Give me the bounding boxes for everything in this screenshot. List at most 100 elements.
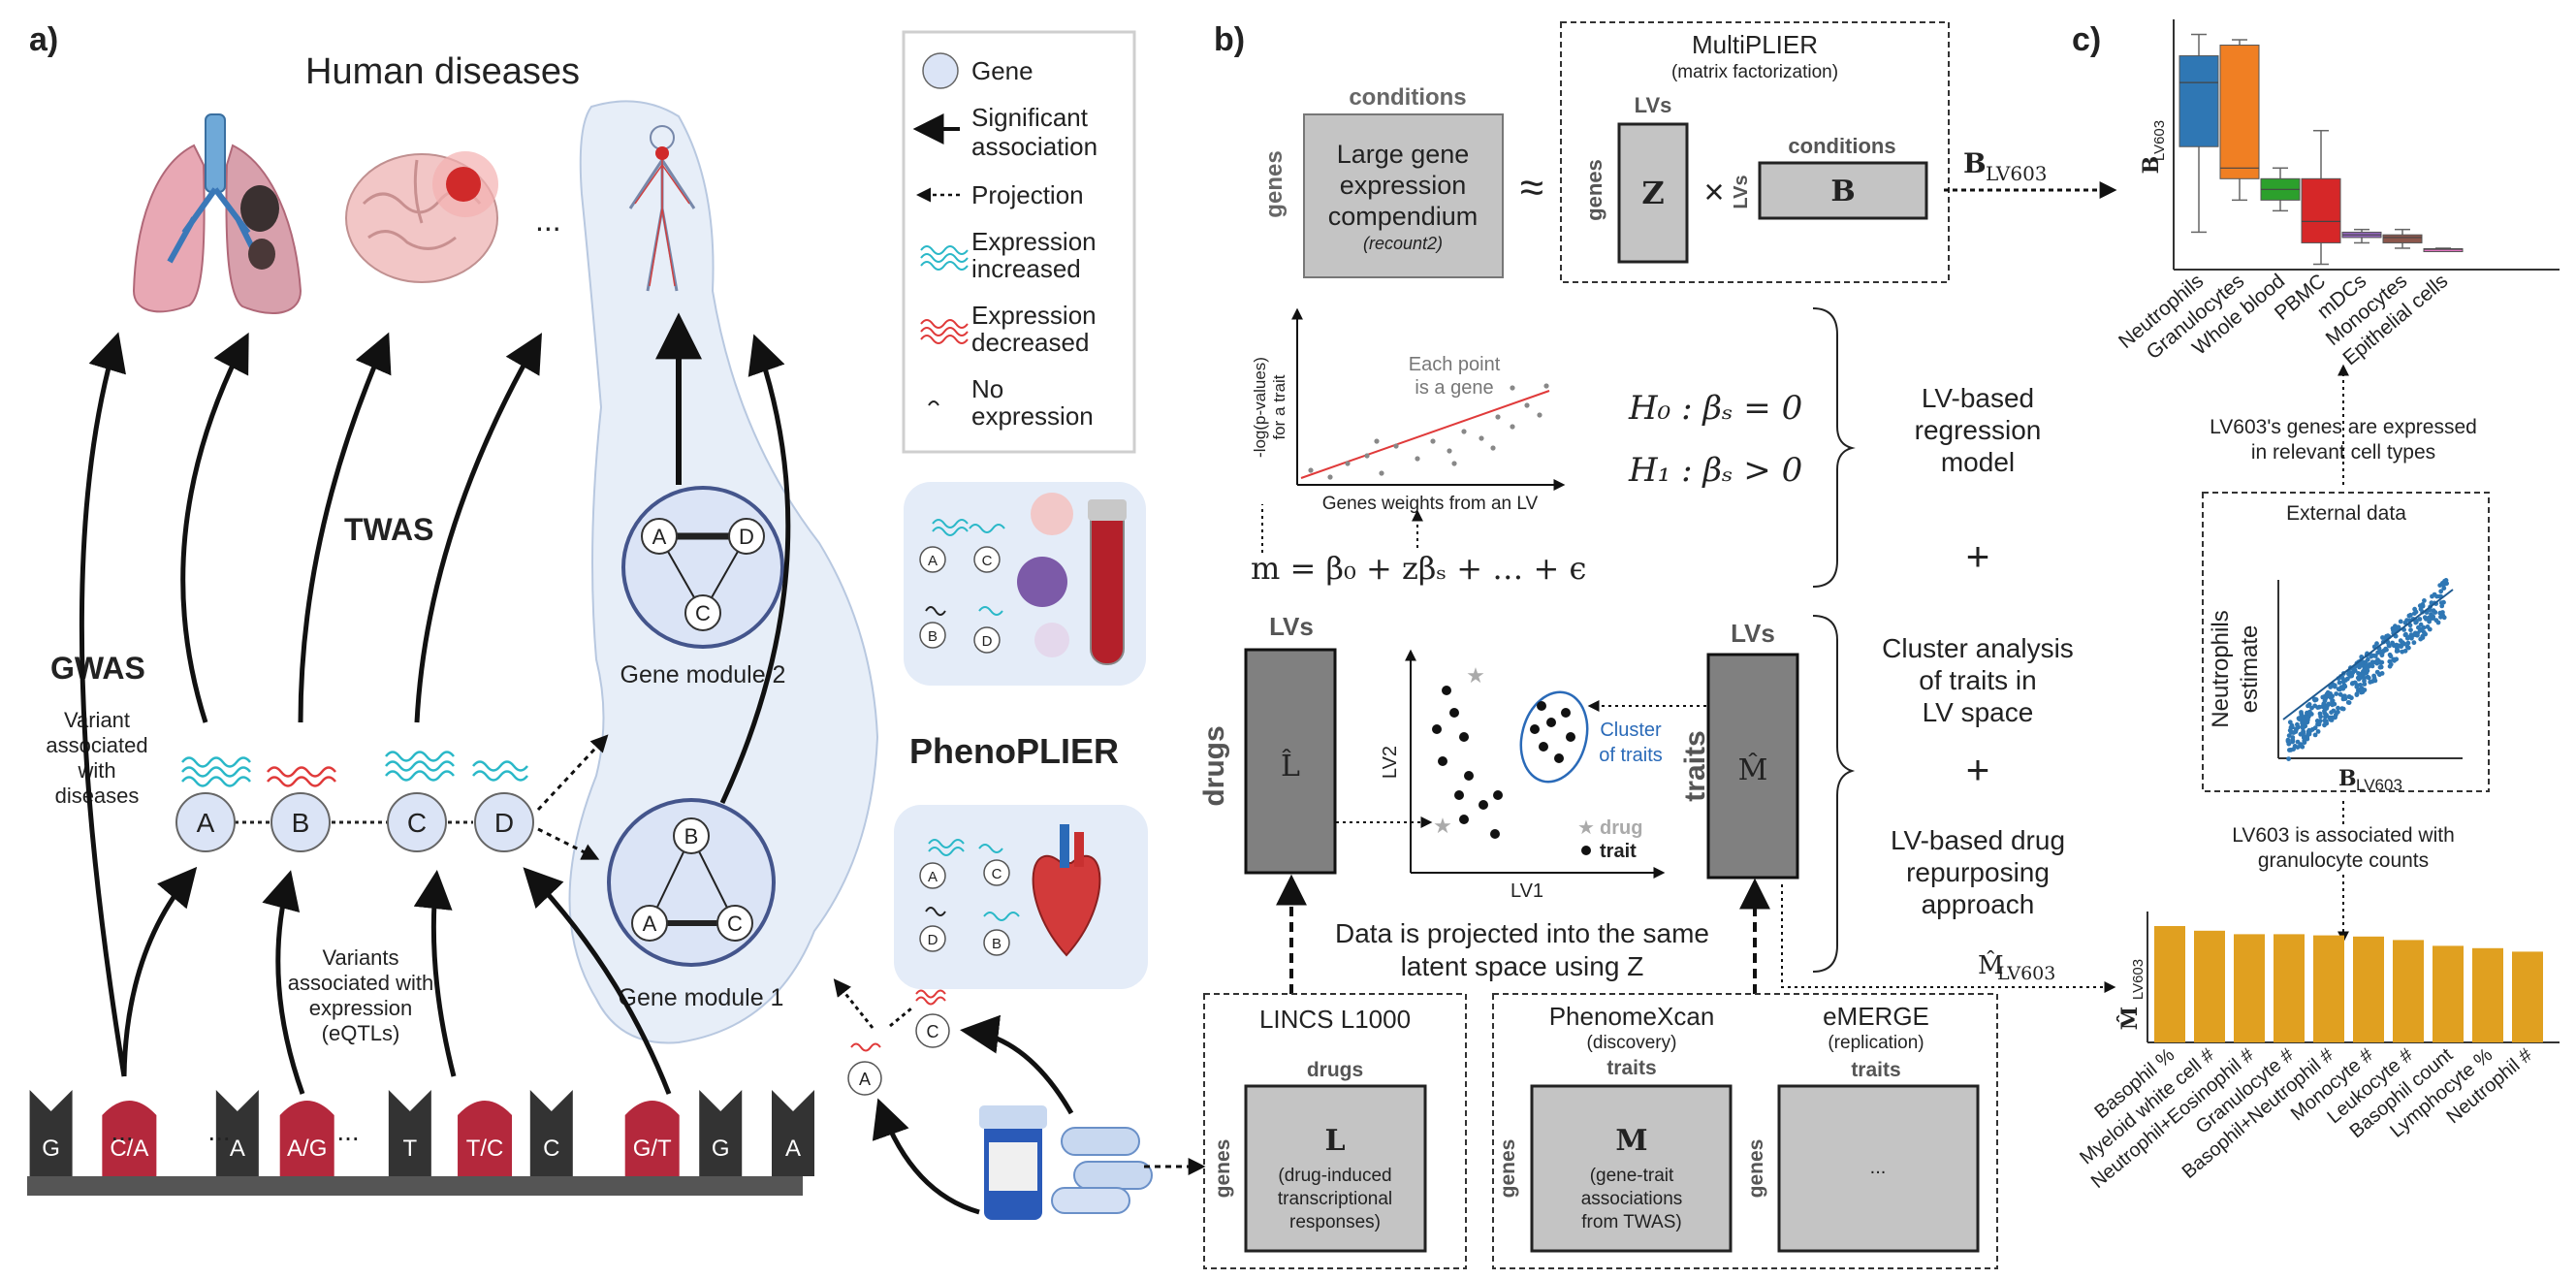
phenomexcan-desc: associations [1581,1189,1683,1209]
z-letter: Z [1641,175,1664,211]
lincs-cols: drugs [1307,1059,1363,1081]
panel-a: a) Human diseases ... [27,21,1206,1220]
gene-row: A B C D [175,734,609,860]
genome-block [772,1090,814,1176]
module1-gene: B [684,824,699,848]
scatter-point [2396,624,2401,630]
lungs-illustration [132,113,302,314]
scatter-point [2352,668,2358,673]
scatter-point [2394,656,2400,662]
mhat-matrix [1706,653,1799,880]
compendium-genes-label: genes [1261,150,1288,217]
panel-label-a: a) [29,21,58,58]
genome-ellipsis: ... [207,1116,230,1146]
regression-note: Each point [1409,354,1501,375]
scatter-point [2413,620,2419,625]
variants-eqtl-text: associated with [288,971,433,995]
regression-brace [1812,307,1856,588]
variants-eqtl-text: Variants [322,945,398,970]
boxplot-ylabel: B [2139,156,2164,175]
b-lvs-label: LVs [1731,175,1752,208]
module2-gene: D [739,525,754,549]
scatter-point [2356,671,2361,676]
emerge-dots: ... [1870,1157,1887,1178]
module2-gene: C [695,601,711,625]
trait-point [1442,686,1451,695]
emerge-cols: traits [1851,1059,1900,1081]
scatter-point [2329,710,2335,715]
expressed-text: in relevant cell types [2251,441,2435,464]
genome-block [529,1090,573,1176]
regression-plot: Each point is a gene -log(p-values) for … [1251,307,1566,514]
scatter-point [2437,610,2443,616]
scatter-point [2305,710,2309,716]
scatter-point [2411,640,2417,646]
genome-label: C/A [110,1136,148,1162]
trait-point [1530,724,1540,734]
phenomexcan-rows: genes [1497,1139,1519,1199]
phenomexcan-desc: (gene-trait [1590,1166,1674,1186]
emerge-sub: (replication) [1828,1033,1924,1053]
scatter-point [2342,693,2347,699]
methods-brace [1812,615,1856,973]
scatter-point [2295,739,2301,745]
trait-point [1454,790,1464,800]
scatter-point [2336,709,2340,715]
genome-block [458,1101,513,1176]
multiplier-sub: (matrix factorization) [1671,62,1838,82]
regression-point [1461,429,1467,434]
lhat-matrix [1244,648,1337,875]
gene-module-1: B A C Gene module 1 [607,798,783,1011]
wave-red-icon [920,319,969,344]
lv-regression-text: model [1941,447,2015,477]
regression-equation: m = β₀ + zβₛ + … + ϵ [1251,550,1586,587]
phenomexcan-desc: from TWAS) [1581,1212,1681,1232]
panel-label-b: b) [1214,21,1245,58]
scatter-point [2285,737,2291,743]
mhat-lv603-sub: LV603 [1997,963,2055,984]
scatter-point [2361,672,2367,677]
scatter-point [2432,592,2437,597]
gene-circle-icon [922,52,959,89]
scatter-point [2384,647,2389,653]
scatter-point [2441,615,2447,621]
projection-text: latent space using Z [1401,951,1644,981]
variants-eqtl-text: (eQTLs) [322,1021,400,1045]
genome-block [102,1101,157,1176]
variant-associated-text: associated [46,733,147,757]
scatter-point [2417,617,2423,622]
times-sign: × [1703,172,1724,211]
drug-gene: C [927,1022,939,1041]
bar [2234,934,2265,1042]
scatter-point [2339,675,2345,681]
scatter-point [2352,680,2358,686]
phenomexcan-matrix [1530,1084,1733,1253]
gene-label: C [407,808,427,838]
genome-label: G/T [633,1136,672,1162]
scatter-point [2402,620,2408,625]
wave-cyan-icon [920,245,969,271]
scatter-point [2345,676,2350,682]
variants-eqtl-text: expression [309,996,412,1020]
scatter-point [2300,731,2306,736]
trait-point [1537,701,1546,711]
regression-point [1510,424,1515,430]
scatter-point [2286,741,2292,747]
bar [2274,934,2305,1042]
b-conditions-label: conditions [1788,134,1895,158]
drugs-label: drugs [1198,725,1230,806]
z-lvs-label: LVs [1635,93,1672,117]
brain-illustration [345,151,498,283]
genome-strip: G C/A...A A/G...T T/C C...G/T G A [27,1090,814,1196]
phenomexcan-title: PhenomeXcan [1549,1002,1715,1031]
genome-label: A [785,1136,801,1162]
scatter-point [2366,675,2371,681]
scatter-point [2301,719,2306,724]
scatter-point [2441,586,2447,591]
scatter-point [2417,603,2423,609]
scatter-point [2286,733,2292,738]
bar [2472,947,2503,1042]
scatter-point [2377,664,2383,670]
scatter-point [2367,661,2372,667]
